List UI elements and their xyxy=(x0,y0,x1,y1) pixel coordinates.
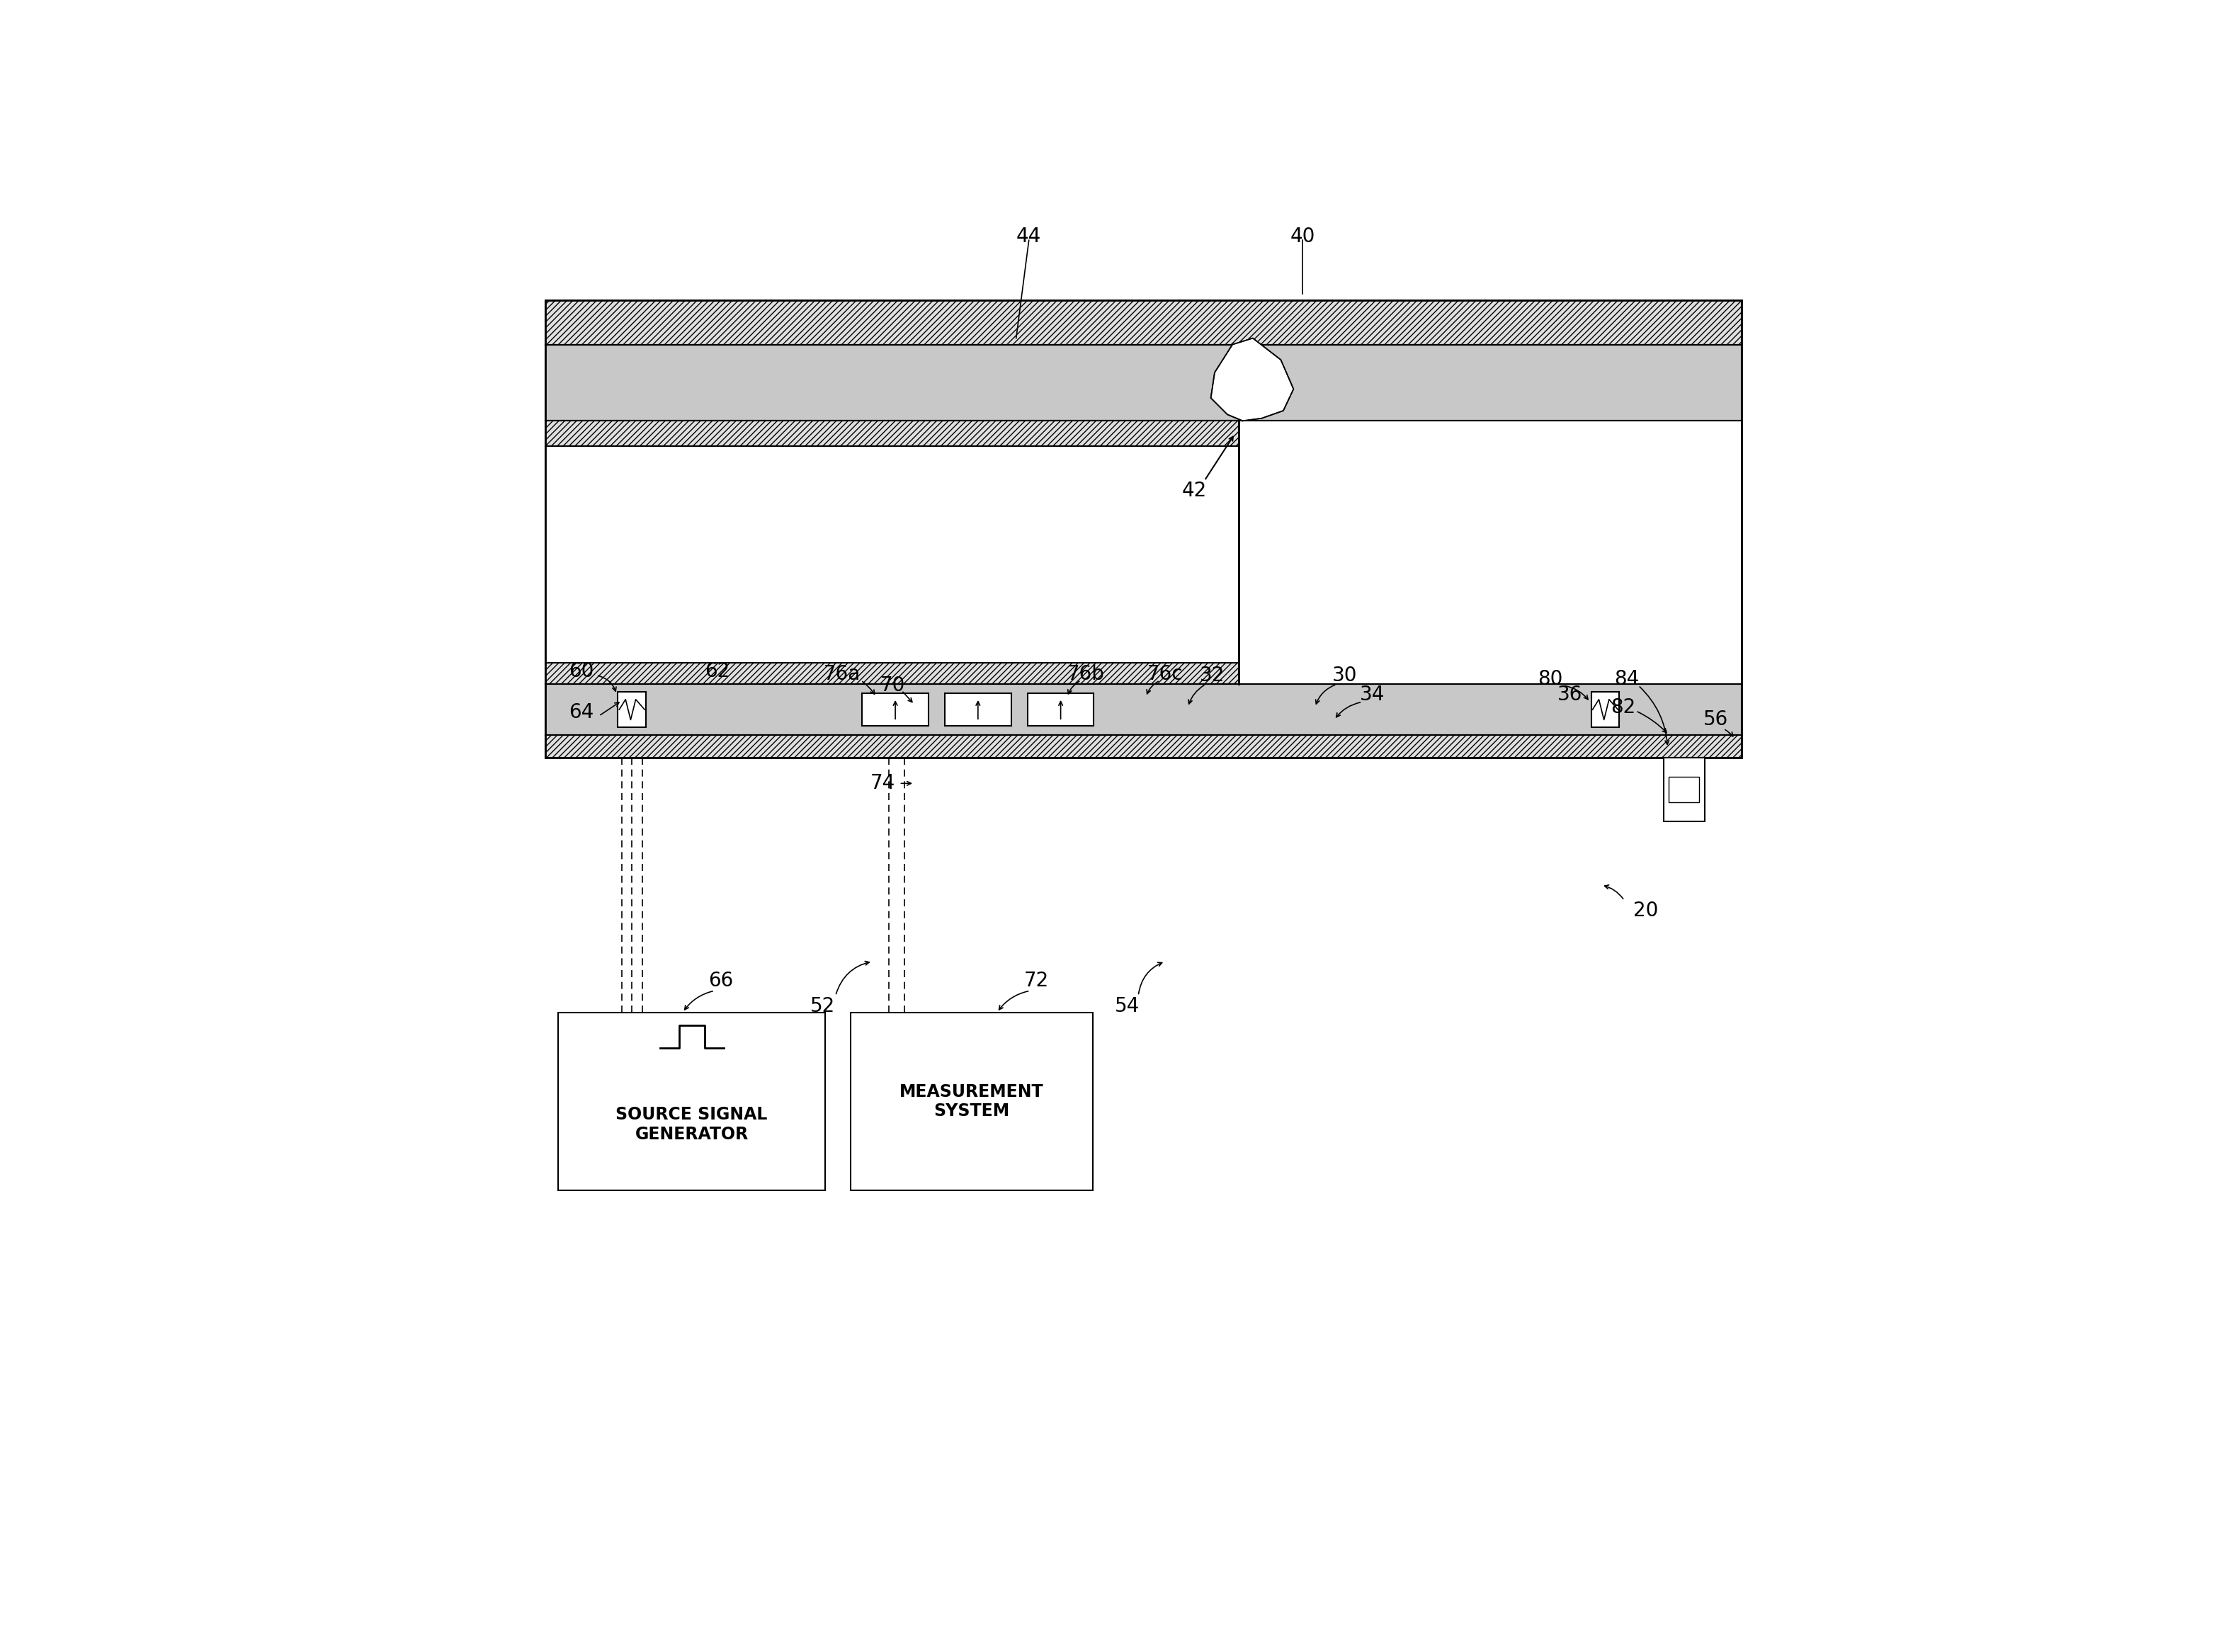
Text: 56: 56 xyxy=(1704,710,1729,730)
Text: 80: 80 xyxy=(1537,669,1564,689)
Text: 82: 82 xyxy=(1611,697,1635,717)
Bar xyxy=(946,694,1011,727)
Polygon shape xyxy=(1211,339,1294,421)
Text: 34: 34 xyxy=(1361,684,1385,704)
Text: 20: 20 xyxy=(1633,900,1658,920)
Bar xyxy=(850,1013,1093,1191)
Text: 44: 44 xyxy=(1017,226,1042,246)
Bar xyxy=(1028,694,1093,727)
Bar xyxy=(1669,776,1700,803)
Bar xyxy=(544,662,1238,684)
Bar xyxy=(558,1013,825,1191)
Text: 72: 72 xyxy=(1024,971,1049,991)
Text: 30: 30 xyxy=(1332,666,1356,686)
Text: 70: 70 xyxy=(881,676,906,695)
Bar xyxy=(861,694,928,727)
Text: 62: 62 xyxy=(705,661,730,681)
Text: MEASUREMENT
SYSTEM: MEASUREMENT SYSTEM xyxy=(899,1084,1044,1120)
Text: 76a: 76a xyxy=(823,664,861,684)
Text: 54: 54 xyxy=(1113,996,1140,1016)
Bar xyxy=(544,345,1742,421)
Text: 74: 74 xyxy=(870,773,895,793)
Text: 36: 36 xyxy=(1557,684,1582,704)
Bar xyxy=(544,421,1238,446)
Text: SOURCE SIGNAL
GENERATOR: SOURCE SIGNAL GENERATOR xyxy=(616,1105,767,1143)
Text: 64: 64 xyxy=(569,702,593,722)
Bar xyxy=(544,735,1742,758)
Text: 40: 40 xyxy=(1290,226,1314,246)
Text: 84: 84 xyxy=(1615,669,1640,689)
Bar xyxy=(544,446,1238,662)
Text: 52: 52 xyxy=(810,996,834,1016)
Bar xyxy=(618,692,647,727)
Text: 42: 42 xyxy=(1182,481,1207,501)
Text: 76c: 76c xyxy=(1147,664,1182,684)
Bar xyxy=(1664,758,1704,821)
Bar xyxy=(544,684,1742,735)
Bar xyxy=(1591,692,1620,727)
Text: 76b: 76b xyxy=(1066,664,1104,684)
Text: 32: 32 xyxy=(1200,666,1225,686)
Bar xyxy=(544,301,1742,345)
Bar xyxy=(1238,446,1742,662)
Text: 60: 60 xyxy=(569,661,593,681)
Text: 66: 66 xyxy=(709,971,734,991)
